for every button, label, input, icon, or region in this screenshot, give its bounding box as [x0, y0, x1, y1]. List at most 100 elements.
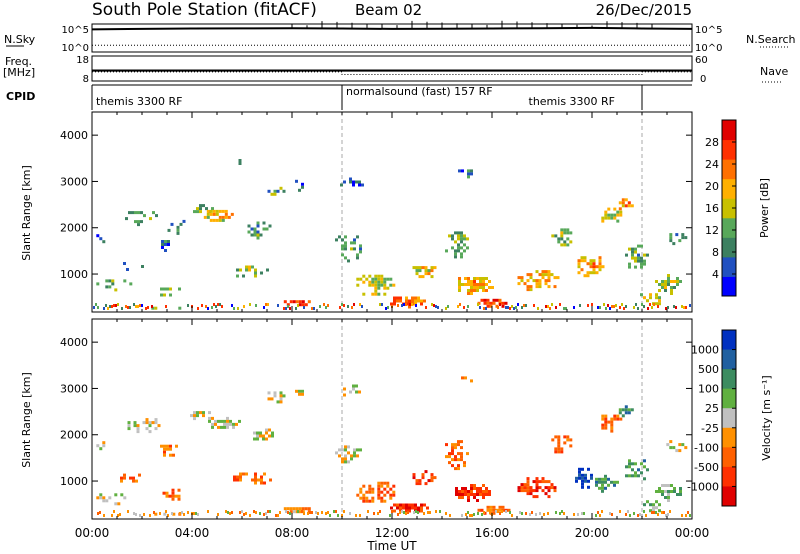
scatter-cell: [359, 448, 362, 452]
scatter-cell: [529, 489, 533, 493]
scatter-cell: [486, 298, 490, 302]
scatter-cell: [613, 480, 616, 484]
scatter-cell: [643, 503, 646, 507]
scatter-cell: [454, 252, 457, 256]
power-colorbar-label: 20: [705, 180, 719, 193]
scatter-cell: [604, 426, 608, 430]
band-cell: [401, 304, 403, 307]
scatter-cell: [451, 449, 454, 453]
scatter-cell: [473, 286, 476, 289]
scatter-cell: [171, 491, 175, 495]
scatter-cell: [547, 285, 551, 289]
scatter-cell: [199, 411, 202, 415]
scatter-cell: [344, 454, 347, 458]
scatter-cell: [457, 452, 460, 456]
band-cell: [611, 305, 613, 308]
scatter-cell: [640, 293, 643, 297]
scatter-cell: [673, 490, 676, 493]
scatter-cell: [359, 244, 362, 248]
scatter-cell: [557, 237, 561, 241]
scatter-cell: [483, 301, 487, 305]
scatter-cell: [433, 266, 437, 270]
scatter-cell: [179, 222, 183, 226]
scatter-cell: [485, 283, 488, 286]
band-cell: [529, 513, 531, 516]
scatter-cell: [371, 490, 375, 494]
y-tick-label: 3000: [60, 175, 88, 188]
scatter-cell: [176, 231, 180, 235]
scatter-cell: [625, 465, 628, 469]
scatter-cell: [495, 298, 499, 302]
scatter-cell: [344, 445, 347, 449]
scatter-cell: [482, 484, 485, 487]
scatter-cell: [263, 472, 266, 476]
scatter-cell: [631, 462, 634, 466]
band-cell: [445, 512, 447, 515]
scatter-cell: [661, 280, 664, 283]
scatter-cell: [640, 462, 643, 466]
scatter-cell: [227, 215, 231, 219]
scatter-cell: [464, 283, 467, 286]
band-cell: [539, 512, 541, 515]
scatter-cell: [359, 277, 363, 281]
band-cell: [329, 514, 331, 517]
band-cell: [231, 511, 233, 514]
x-tick-label: 04:00: [175, 526, 210, 540]
band-cell: [543, 513, 545, 516]
scatter-cell: [616, 417, 620, 421]
scatter-cell: [221, 218, 225, 222]
scatter-cell: [483, 298, 487, 302]
scatter-cell: [640, 471, 643, 475]
scatter-cell: [619, 213, 623, 217]
scatter-cell: [476, 490, 479, 493]
scatter-cell: [675, 449, 679, 453]
scatter-cell: [221, 215, 225, 219]
scatter-cell: [470, 292, 473, 295]
scatter-cell: [295, 389, 298, 393]
scatter-cell: [267, 391, 271, 395]
scatter-cell: [479, 280, 482, 283]
scatter-cell: [206, 212, 210, 216]
scatter-cell: [242, 274, 245, 278]
scatter-cell: [273, 394, 277, 398]
scatter-cell: [105, 279, 109, 283]
scatter-cell: [377, 274, 381, 278]
scatter-cell: [169, 444, 172, 448]
scatter-cell: [128, 211, 131, 215]
scatter-cell: [460, 452, 463, 456]
scatter-cell: [392, 283, 396, 287]
scatter-cell: [417, 299, 420, 303]
band-cell: [219, 303, 221, 306]
scatter-cell: [563, 435, 567, 439]
scatter-cell: [265, 437, 268, 441]
band-cell: [277, 514, 279, 517]
scatter-cell: [445, 249, 448, 253]
scatter-cell: [133, 424, 137, 428]
scatter-cell: [430, 479, 434, 483]
band-cell: [237, 307, 239, 310]
scatter-cell: [170, 222, 174, 226]
scatter-cell: [365, 490, 369, 494]
scatter-cell: [206, 215, 210, 219]
scatter-cell: [624, 204, 628, 208]
scatter-cell: [529, 273, 533, 277]
scatter-cell: [371, 277, 375, 281]
scatter-cell: [349, 177, 352, 181]
scatter-cell: [624, 405, 628, 409]
scatter-cell: [163, 444, 166, 448]
scatter-cell: [581, 479, 584, 483]
power-colorbar-swatch: [722, 120, 736, 141]
scatter-cell: [236, 475, 239, 479]
band-cell: [523, 304, 525, 307]
scatter-cell: [532, 480, 536, 484]
band-cell: [605, 307, 607, 310]
scatter-cell: [120, 493, 124, 497]
freq-label-name: Freq.: [5, 55, 32, 68]
scatter-cell: [664, 289, 667, 292]
scatter-cell: [358, 183, 361, 187]
band-cell: [239, 511, 241, 514]
band-cell: [687, 511, 689, 514]
scatter-cell: [253, 233, 257, 237]
scatter-cell: [359, 247, 362, 251]
